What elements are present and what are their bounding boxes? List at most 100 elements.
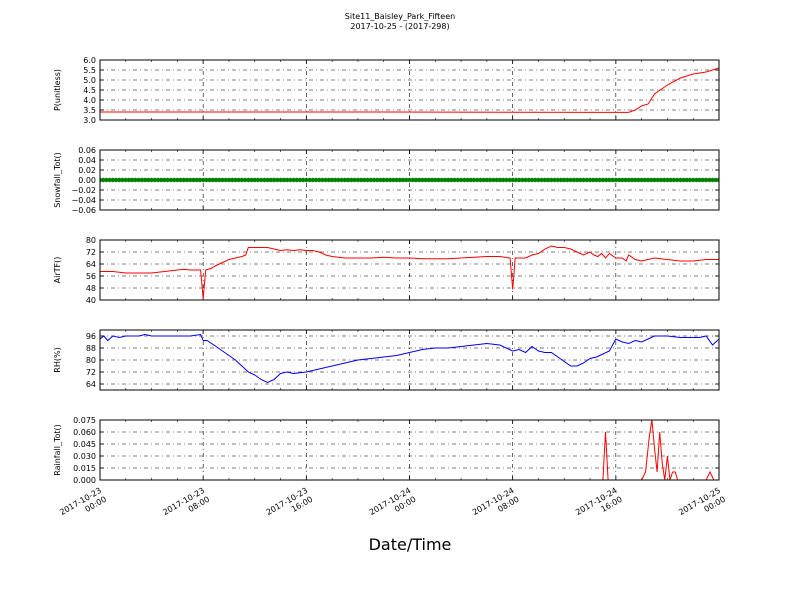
- data-point: [152, 177, 158, 183]
- x-tick-labels: 2017-10-2300:00 2017-10-2308:00 2017-10-23…: [58, 486, 727, 526]
- subplot-3: 40 48 56 64 72 80 AirTF(): [53, 236, 720, 305]
- data-point: [352, 177, 357, 183]
- data-point: [549, 177, 554, 183]
- data-point: [449, 177, 454, 183]
- data-point: [462, 177, 467, 183]
- data-point: [471, 177, 477, 183]
- y-tick-label: 64: [86, 380, 96, 389]
- y-tick-label: 0.04: [78, 156, 96, 165]
- data-point: [584, 177, 590, 183]
- data-point: [513, 177, 519, 183]
- data-point: [703, 177, 709, 183]
- data-point: [694, 177, 699, 183]
- data-point: [278, 177, 283, 183]
- data-point: [484, 177, 490, 183]
- data-point: [691, 177, 696, 183]
- data-point: [652, 177, 657, 183]
- data-point: [649, 177, 654, 183]
- data-point: [587, 177, 593, 183]
- data-point: [246, 177, 251, 183]
- data-point: [317, 177, 322, 183]
- data-point: [397, 177, 403, 183]
- x-tick-label: 2017-10-2300:00: [58, 486, 108, 526]
- y-tick-label: 0.045: [73, 440, 96, 449]
- x-tick-label: 2017-10-2500:00: [677, 486, 727, 526]
- data-point: [149, 177, 154, 183]
- data-point: [684, 177, 689, 183]
- data-point: [716, 177, 719, 183]
- y-tick-label: 0.075: [73, 416, 96, 425]
- data-point: [371, 177, 377, 183]
- data-point: [220, 177, 225, 183]
- data-point: [655, 177, 660, 183]
- data-point: [626, 177, 631, 183]
- data-point: [268, 177, 274, 183]
- y-tick-label: 6.0: [83, 56, 96, 65]
- y-axis-label: Rainfall_Tot(): [53, 424, 62, 476]
- subplot-1: 3.03.54.04.55.05.56.0 P(unitless): [53, 56, 720, 125]
- data-point: [339, 177, 344, 183]
- data-point: [407, 177, 412, 183]
- data-point: [555, 177, 561, 183]
- data-point: [223, 177, 228, 183]
- y-tick-label: 0.00: [78, 176, 96, 185]
- data-point: [536, 177, 541, 183]
- data-point: [603, 177, 609, 183]
- data-point: [101, 177, 106, 183]
- data-point: [213, 177, 219, 183]
- subplot-4: 64 72 80 88 96 RH(%): [53, 329, 720, 391]
- data-point: [387, 177, 393, 183]
- subplot-5: 0.000 0.015 0.030 0.045 0.060 0.075 Rainfall_T…: [53, 416, 720, 485]
- data-point: [636, 177, 641, 183]
- data-point: [426, 177, 432, 183]
- data-point: [613, 177, 619, 183]
- data-point: [342, 177, 348, 183]
- data-point: [594, 177, 599, 183]
- data-point: [275, 177, 280, 183]
- data-point: [184, 177, 190, 183]
- y-tick-label: 72: [86, 248, 96, 257]
- data-point: [107, 177, 112, 183]
- data-point: [378, 177, 383, 183]
- chart-title: Site11_Baisley_Park_Fifteen: [345, 12, 455, 21]
- data-point: [349, 177, 354, 183]
- series-points: [100, 177, 719, 183]
- data-point: [288, 177, 293, 183]
- data-point: [520, 177, 525, 183]
- data-point: [188, 177, 193, 183]
- y-tick-label: 48: [86, 284, 96, 293]
- data-point: [642, 177, 648, 183]
- data-point: [320, 177, 325, 183]
- data-point: [171, 177, 177, 183]
- y-axis-label: Snowfall_Tot(): [53, 152, 62, 208]
- plot-frame: [99, 329, 720, 391]
- y-tick-label: 3.5: [83, 106, 96, 115]
- data-point: [645, 177, 651, 183]
- data-point: [597, 177, 602, 183]
- data-point: [178, 177, 183, 183]
- data-point: [558, 177, 564, 183]
- data-point: [526, 177, 531, 183]
- series-line: [100, 67, 719, 113]
- data-point: [197, 177, 203, 183]
- data-point: [632, 177, 638, 183]
- data-point: [297, 177, 303, 183]
- data-point: [336, 177, 341, 183]
- data-point: [713, 177, 718, 183]
- data-point: [333, 177, 338, 183]
- plot-frame: [99, 59, 720, 121]
- data-point: [217, 177, 222, 183]
- data-point: [258, 177, 264, 183]
- data-point: [194, 177, 199, 183]
- data-point: [674, 177, 680, 183]
- data-point: [468, 177, 473, 183]
- data-point: [381, 177, 386, 183]
- data-point: [284, 177, 290, 183]
- data-point: [139, 177, 145, 183]
- data-point: [181, 177, 187, 183]
- data-point: [365, 177, 370, 183]
- data-point: [429, 177, 435, 183]
- data-point: [207, 177, 212, 183]
- data-point: [439, 177, 444, 183]
